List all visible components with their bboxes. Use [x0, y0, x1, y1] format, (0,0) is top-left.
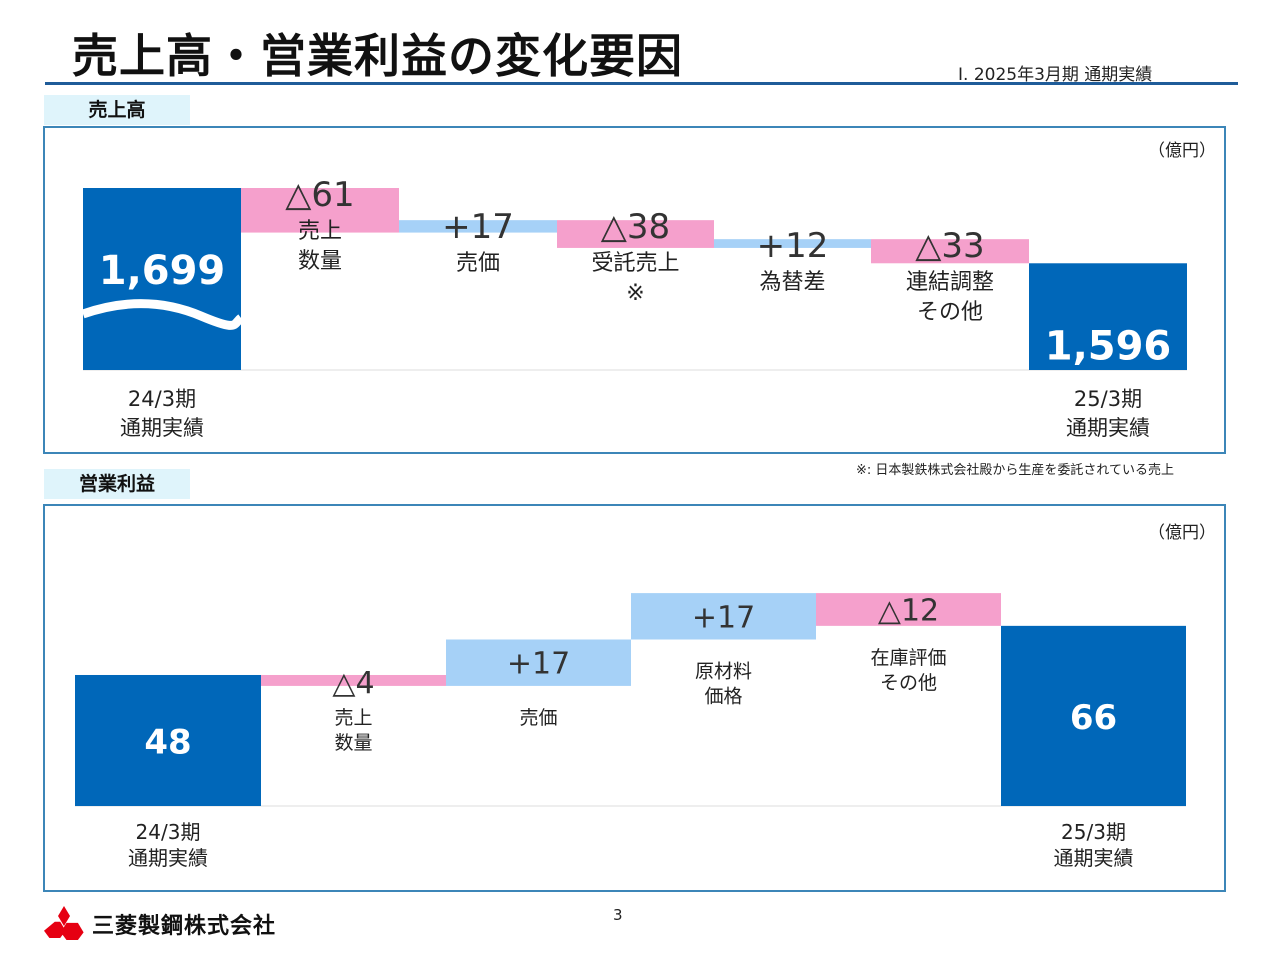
sales-delta-label: +12: [757, 226, 829, 266]
profit-total-bar: [1001, 625, 1186, 806]
sales-category-label: 連結調整その他: [906, 270, 994, 325]
profit-delta-label: +17: [507, 647, 570, 682]
page-subtitle: Ⅰ. 2025年3月期 通期実績: [958, 65, 1153, 85]
sales-category-label: 25/3期通期実績: [1066, 387, 1150, 440]
profit-category-label: 売価: [519, 707, 557, 729]
profit-delta-bar: [446, 639, 631, 686]
profit-chart-frame: （億円） 48 24/3期通期実績 △4 売上数量 +17 売価 +17 原材料価格 △12 在庫…: [43, 504, 1226, 892]
axis-break-wave: [81, 299, 245, 330]
page-number: 3: [613, 906, 623, 924]
sales-delta-bar: [871, 239, 1029, 264]
profit-delta-bar: [261, 674, 446, 686]
sales-chart-frame: （億円） 1,699 24/3期通期実績 △61 売上数量 +17 売価 △38 受託売上※ +…: [43, 126, 1226, 454]
sales-category-label: 為替差: [759, 270, 825, 295]
sales-delta-bar: [714, 239, 871, 248]
sales-delta-label: +17: [442, 207, 514, 247]
sales-total-bar: [1029, 263, 1187, 370]
profit-total-bar: [75, 674, 261, 806]
sales-category-label: 売上数量: [298, 219, 342, 274]
page-title: 売上高・営業利益の変化要因: [72, 29, 683, 83]
sales-delta-bar: [241, 188, 399, 233]
company-name: 三菱製鋼株式会社: [92, 914, 277, 939]
profit-category-label: 25/3期通期実績: [1054, 820, 1134, 870]
profit-unit-label: （億円）: [1148, 523, 1216, 543]
footnote: ※: 日本製鉄株式会社殿から生産を委託されている売上: [856, 463, 1175, 478]
axis-break-wave: [1027, 374, 1191, 406]
sales-delta-bar: [399, 220, 557, 233]
sales-total-label: 1,699: [99, 248, 226, 294]
sales-category-label: 売価: [456, 251, 500, 276]
sales-section-tab: 売上高: [44, 95, 190, 125]
sales-category-label: 24/3期通期実績: [120, 387, 204, 440]
title-rule: [45, 82, 1238, 85]
profit-delta-bar: [816, 593, 1001, 626]
profit-waterfall-chart: 48 24/3期通期実績 △4 売上数量 +17 売価 +17 原材料価格 △12 在庫評価その他…: [75, 593, 1186, 870]
sales-category-label: 受託売上※: [591, 251, 679, 306]
profit-delta-label: +17: [692, 600, 755, 635]
sales-total-bar: [83, 188, 241, 370]
profit-delta-bar: [631, 593, 816, 640]
three-diamonds-icon: [44, 906, 84, 940]
profit-category-label: 売上数量: [334, 707, 372, 754]
profit-category-label: 原材料価格: [695, 661, 752, 708]
sales-total-label: 1,596: [1045, 323, 1172, 369]
sales-delta-label: △33: [915, 226, 984, 266]
sales-unit-label: （億円）: [1148, 141, 1216, 161]
profit-section-tab: 営業利益: [44, 469, 190, 499]
company-logo: 三菱製鋼株式会社: [40, 904, 276, 944]
profit-total-label: 48: [144, 722, 191, 762]
profit-delta-label: △4: [332, 666, 374, 701]
profit-delta-label: △12: [878, 593, 939, 628]
sales-delta-label: △61: [285, 175, 354, 215]
sales-delta-label: △38: [601, 207, 670, 247]
profit-category-label: 在庫評価その他: [870, 647, 946, 694]
sales-delta-bar: [557, 220, 714, 248]
profit-category-label: 24/3期通期実績: [128, 820, 208, 870]
profit-total-label: 66: [1070, 698, 1117, 738]
